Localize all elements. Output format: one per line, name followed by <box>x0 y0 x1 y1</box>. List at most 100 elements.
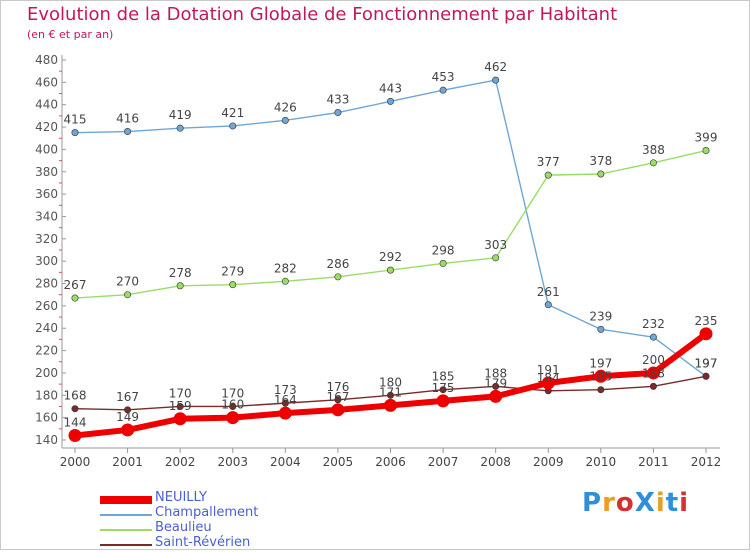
data-point-neuilly <box>278 406 292 420</box>
data-point-beaulieu <box>649 159 657 167</box>
data-point-beaulieu <box>597 170 605 178</box>
data-label-saint-r-v-rien: 185 <box>589 370 612 384</box>
legend-item-champallement: Champallement <box>100 505 350 522</box>
data-label-neuilly: 164 <box>274 393 297 407</box>
y-tick-label: 220 <box>35 344 58 358</box>
x-tick-label: 2003 <box>217 455 248 469</box>
data-point-beaulieu <box>124 291 132 299</box>
data-point-champallement <box>649 333 657 341</box>
y-tick-label: 480 <box>35 53 58 67</box>
data-label-saint-r-v-rien: 167 <box>116 390 139 404</box>
data-label-champallement: 419 <box>169 108 192 122</box>
data-labels: 415 416 419 421 426 433 443 453 462 261 239 232 197 2… <box>64 60 718 429</box>
y-tick-label: 160 <box>35 411 58 425</box>
data-label-beaulieu: 278 <box>169 266 192 280</box>
y-tick-label: 240 <box>35 321 58 335</box>
data-label-beaulieu: 270 <box>116 275 139 289</box>
data-label-saint-r-v-rien: 188 <box>484 366 507 380</box>
data-point-neuilly <box>436 394 450 408</box>
data-label-saint-r-v-rien: 168 <box>64 389 87 403</box>
legend-item-neuilly: NEUILLY <box>100 490 350 507</box>
data-point-beaulieu <box>702 147 710 155</box>
data-point-champallement <box>281 116 289 124</box>
data-label-neuilly: 171 <box>379 385 402 399</box>
data-label-champallement: 261 <box>537 285 560 299</box>
y-tick-label: 340 <box>35 209 58 223</box>
data-label-neuilly: 179 <box>484 376 507 390</box>
y-tick-label: 360 <box>35 187 58 201</box>
x-tick-label: 2001 <box>112 455 143 469</box>
chart-title: Evolution de la Dotation Globale de Fonc… <box>27 4 618 25</box>
data-label-champallement: 415 <box>64 113 87 127</box>
data-label-neuilly: 175 <box>432 381 455 395</box>
y-tick-label: 380 <box>35 165 58 179</box>
y-tick-label: 300 <box>35 254 58 268</box>
x-tick-label: 2006 <box>375 455 406 469</box>
y-tick-label: 400 <box>35 142 58 156</box>
legend-label: Saint-Révérien <box>155 535 251 550</box>
y-tick-label: 140 <box>35 433 58 447</box>
data-point-neuilly <box>121 423 135 437</box>
data-label-beaulieu: 286 <box>326 257 349 271</box>
data-label-beaulieu: 303 <box>484 238 507 252</box>
data-point-neuilly <box>699 327 713 341</box>
data-label-champallement: 239 <box>589 309 612 323</box>
data-label-neuilly: 159 <box>169 399 192 413</box>
data-point-saint-r-v-rien <box>71 405 79 413</box>
data-label-champallement: 421 <box>221 106 244 120</box>
data-label-neuilly: 160 <box>221 398 244 412</box>
data-label-beaulieu: 279 <box>221 265 244 279</box>
data-label-saint-r-v-rien: 197 <box>695 356 718 370</box>
data-point-neuilly <box>68 429 82 443</box>
data-label-champallement: 453 <box>432 70 455 84</box>
proxiti-logo: ProXiti <box>582 488 690 518</box>
data-point-beaulieu <box>544 171 552 179</box>
data-point-beaulieu <box>439 259 447 267</box>
data-point-champallement <box>597 325 605 333</box>
data-label-saint-r-v-rien: 170 <box>169 386 192 400</box>
data-label-champallement: 462 <box>484 60 507 74</box>
data-point-champallement <box>492 76 500 84</box>
x-tick-label: 2011 <box>638 455 669 469</box>
data-label-neuilly: 149 <box>116 410 139 424</box>
data-point-saint-r-v-rien <box>649 382 657 390</box>
data-label-beaulieu: 282 <box>274 261 297 275</box>
data-label-beaulieu: 377 <box>537 155 560 169</box>
data-point-beaulieu <box>386 266 394 274</box>
data-point-beaulieu <box>71 294 79 302</box>
data-label-champallement: 197 <box>695 356 718 370</box>
data-point-champallement <box>386 97 394 105</box>
data-point-neuilly <box>594 369 608 383</box>
data-point-saint-r-v-rien <box>439 386 447 394</box>
legend-label: Champallement <box>155 505 259 520</box>
data-label-neuilly: 197 <box>589 356 612 370</box>
x-tick-label: 2002 <box>165 455 196 469</box>
legend-swatch <box>100 514 152 516</box>
data-label-neuilly: 144 <box>64 416 87 430</box>
legend-swatch <box>100 529 152 531</box>
data-point-neuilly <box>384 398 397 412</box>
y-tick-label: 440 <box>35 98 58 112</box>
data-point-saint-r-v-rien <box>702 372 710 380</box>
data-point-beaulieu <box>492 254 500 262</box>
axes: 140 160 180 200 220 240 260 280 300 320 340 360 380 4… <box>35 53 721 469</box>
data-point-neuilly <box>541 376 555 390</box>
data-point-neuilly <box>173 412 187 426</box>
x-tick-label: 2000 <box>60 455 91 469</box>
x-tick-label: 2007 <box>428 455 459 469</box>
data-label-beaulieu: 378 <box>589 154 612 168</box>
data-label-saint-r-v-rien: 185 <box>432 370 455 384</box>
data-point-beaulieu <box>281 277 289 285</box>
data-label-beaulieu: 292 <box>379 250 402 264</box>
data-label-neuilly: 200 <box>642 353 665 367</box>
series-group <box>68 76 713 443</box>
x-tick-label: 2008 <box>480 455 511 469</box>
data-point-saint-r-v-rien <box>492 382 500 390</box>
data-label-beaulieu: 399 <box>695 131 718 145</box>
legend-swatch <box>100 496 152 504</box>
data-point-beaulieu <box>229 281 237 289</box>
data-label-saint-r-v-rien: 188 <box>642 366 665 380</box>
y-tick-label: 200 <box>35 366 58 380</box>
data-point-champallement <box>544 301 552 309</box>
